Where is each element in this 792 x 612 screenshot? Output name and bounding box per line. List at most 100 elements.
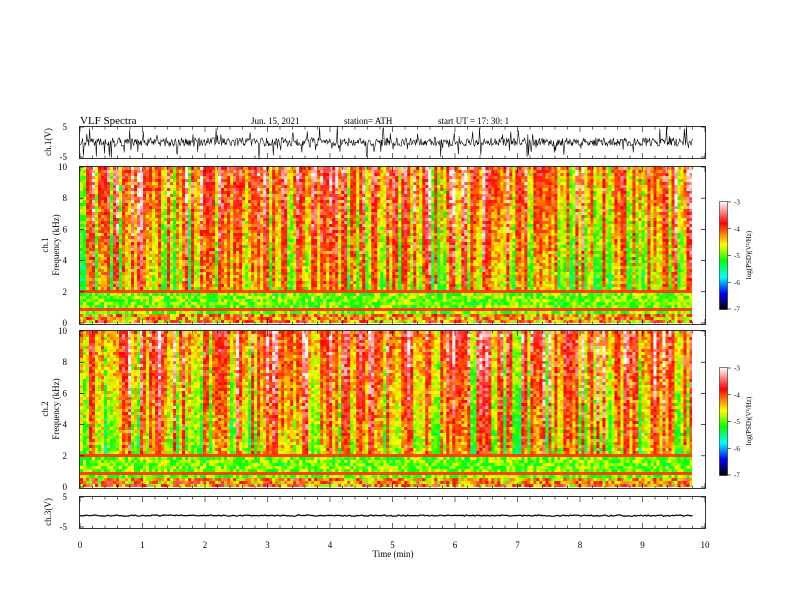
spectrogram-cell bbox=[98, 245, 102, 249]
spectrogram-cell bbox=[314, 221, 318, 225]
spectrogram-cell bbox=[275, 173, 279, 177]
spectrogram-cell bbox=[89, 188, 93, 192]
spectrogram-cell bbox=[218, 194, 222, 198]
spectrogram-cell bbox=[125, 224, 129, 228]
spectrogram-cell bbox=[236, 242, 240, 246]
spectrogram-cell bbox=[338, 260, 342, 264]
spectrogram-cell bbox=[185, 239, 189, 243]
spectrogram-cell bbox=[161, 242, 165, 246]
spectrogram-cell bbox=[221, 317, 225, 321]
spectrogram-cell bbox=[263, 191, 267, 195]
spectrogram-cell bbox=[119, 308, 123, 312]
spectrogram-cell bbox=[95, 176, 99, 180]
spectrogram-cell bbox=[302, 242, 306, 246]
spectrogram-cell bbox=[101, 182, 105, 186]
spectrogram-cell bbox=[131, 224, 135, 228]
spectrogram-cell bbox=[245, 296, 249, 300]
spectrogram-cell bbox=[218, 302, 222, 306]
spectrogram-cell bbox=[200, 269, 204, 273]
spectrogram-cell bbox=[302, 203, 306, 207]
spectrogram-cell bbox=[359, 233, 363, 237]
spectrogram-cell bbox=[272, 281, 276, 285]
spectrogram-cell bbox=[248, 245, 252, 249]
spectrogram-cell bbox=[83, 260, 87, 264]
spectrogram-cell bbox=[242, 170, 246, 174]
spectrogram-cell bbox=[362, 269, 366, 273]
spectrogram-cell bbox=[215, 287, 219, 291]
spectrogram-cell bbox=[182, 272, 186, 276]
spectrogram-cell bbox=[167, 308, 171, 312]
spectrogram-cell bbox=[236, 305, 240, 309]
spectrogram-cell bbox=[317, 317, 321, 321]
spectrogram-cell bbox=[98, 263, 102, 267]
spectrogram-cell bbox=[176, 200, 180, 204]
spectrogram-cell bbox=[227, 176, 231, 180]
spectrogram-cell bbox=[149, 254, 153, 258]
spectrogram-cell bbox=[188, 293, 192, 297]
spectrogram-cell bbox=[200, 230, 204, 234]
spectrogram-cell bbox=[152, 170, 156, 174]
spectrogram-cell bbox=[137, 173, 141, 177]
spectrogram-cell bbox=[161, 305, 165, 309]
spectrogram-cell bbox=[167, 296, 171, 300]
spectrogram-cell bbox=[257, 272, 261, 276]
spectrogram-cell bbox=[221, 191, 225, 195]
spectrogram-cell bbox=[143, 212, 147, 216]
spectrogram-cell bbox=[101, 185, 105, 189]
spectrogram-cell bbox=[362, 308, 366, 312]
spectrogram-cell bbox=[359, 212, 363, 216]
spectrogram-cell bbox=[254, 290, 258, 294]
spectrogram-cell bbox=[176, 197, 180, 201]
spectrogram-cell bbox=[308, 200, 312, 204]
spectrogram-cell bbox=[89, 227, 93, 231]
spectrogram-cell bbox=[125, 296, 129, 300]
spectrogram-cell bbox=[341, 317, 345, 321]
spectrogram-cell bbox=[290, 167, 294, 171]
spectrogram-cell bbox=[302, 176, 306, 180]
spectrogram-cell bbox=[155, 308, 159, 312]
spectrogram-cell bbox=[290, 236, 294, 240]
spectrogram-cell bbox=[257, 302, 261, 306]
spectrogram-cell bbox=[140, 290, 144, 294]
spectrogram-cell bbox=[89, 218, 93, 222]
spectrogram-cell bbox=[188, 191, 192, 195]
spectrogram-cell bbox=[83, 317, 87, 321]
spectrogram-cell bbox=[290, 299, 294, 303]
spectrogram-cell bbox=[269, 269, 273, 273]
spectrogram-cell bbox=[221, 266, 225, 270]
spectrogram-cell bbox=[197, 278, 201, 282]
spectrogram-cell bbox=[125, 170, 129, 174]
spectrogram-cell bbox=[152, 320, 156, 323]
spectrogram-cell bbox=[98, 254, 102, 258]
spectrogram-cell bbox=[134, 191, 138, 195]
spectrogram-cell bbox=[317, 230, 321, 234]
spectrogram-cell bbox=[173, 314, 177, 318]
spectrogram-cell bbox=[287, 200, 291, 204]
spectrogram-cell bbox=[329, 182, 333, 186]
spectrogram-cell bbox=[116, 281, 120, 285]
spectrogram-cell bbox=[134, 197, 138, 201]
spectrogram-cell bbox=[278, 224, 282, 228]
spectrogram-cell bbox=[188, 230, 192, 234]
spectrogram-cell bbox=[314, 224, 318, 228]
spectrogram-cell bbox=[125, 239, 129, 243]
spectrogram-cell bbox=[287, 182, 291, 186]
spectrogram-cell bbox=[335, 254, 339, 258]
spectrogram-cell bbox=[254, 221, 258, 225]
spectrogram-cell bbox=[176, 308, 180, 312]
spectrogram-cell bbox=[317, 224, 321, 228]
spectrogram-cell bbox=[101, 260, 105, 264]
spectrogram-cell bbox=[332, 284, 336, 288]
spectrogram-cell bbox=[110, 272, 114, 276]
spectrogram-cell bbox=[344, 272, 348, 276]
spectrogram-cell bbox=[170, 320, 174, 323]
spectrogram-cell bbox=[92, 266, 96, 270]
spectrogram-cell bbox=[254, 311, 258, 315]
spectrogram-cell bbox=[101, 290, 105, 294]
spectrogram-cell bbox=[104, 302, 108, 306]
spectrogram-cell bbox=[269, 176, 273, 180]
spectrogram-cell bbox=[245, 278, 249, 282]
spectrogram-cell bbox=[131, 179, 135, 183]
spectrogram-cell bbox=[236, 275, 240, 279]
spectrogram-cell bbox=[128, 215, 132, 219]
